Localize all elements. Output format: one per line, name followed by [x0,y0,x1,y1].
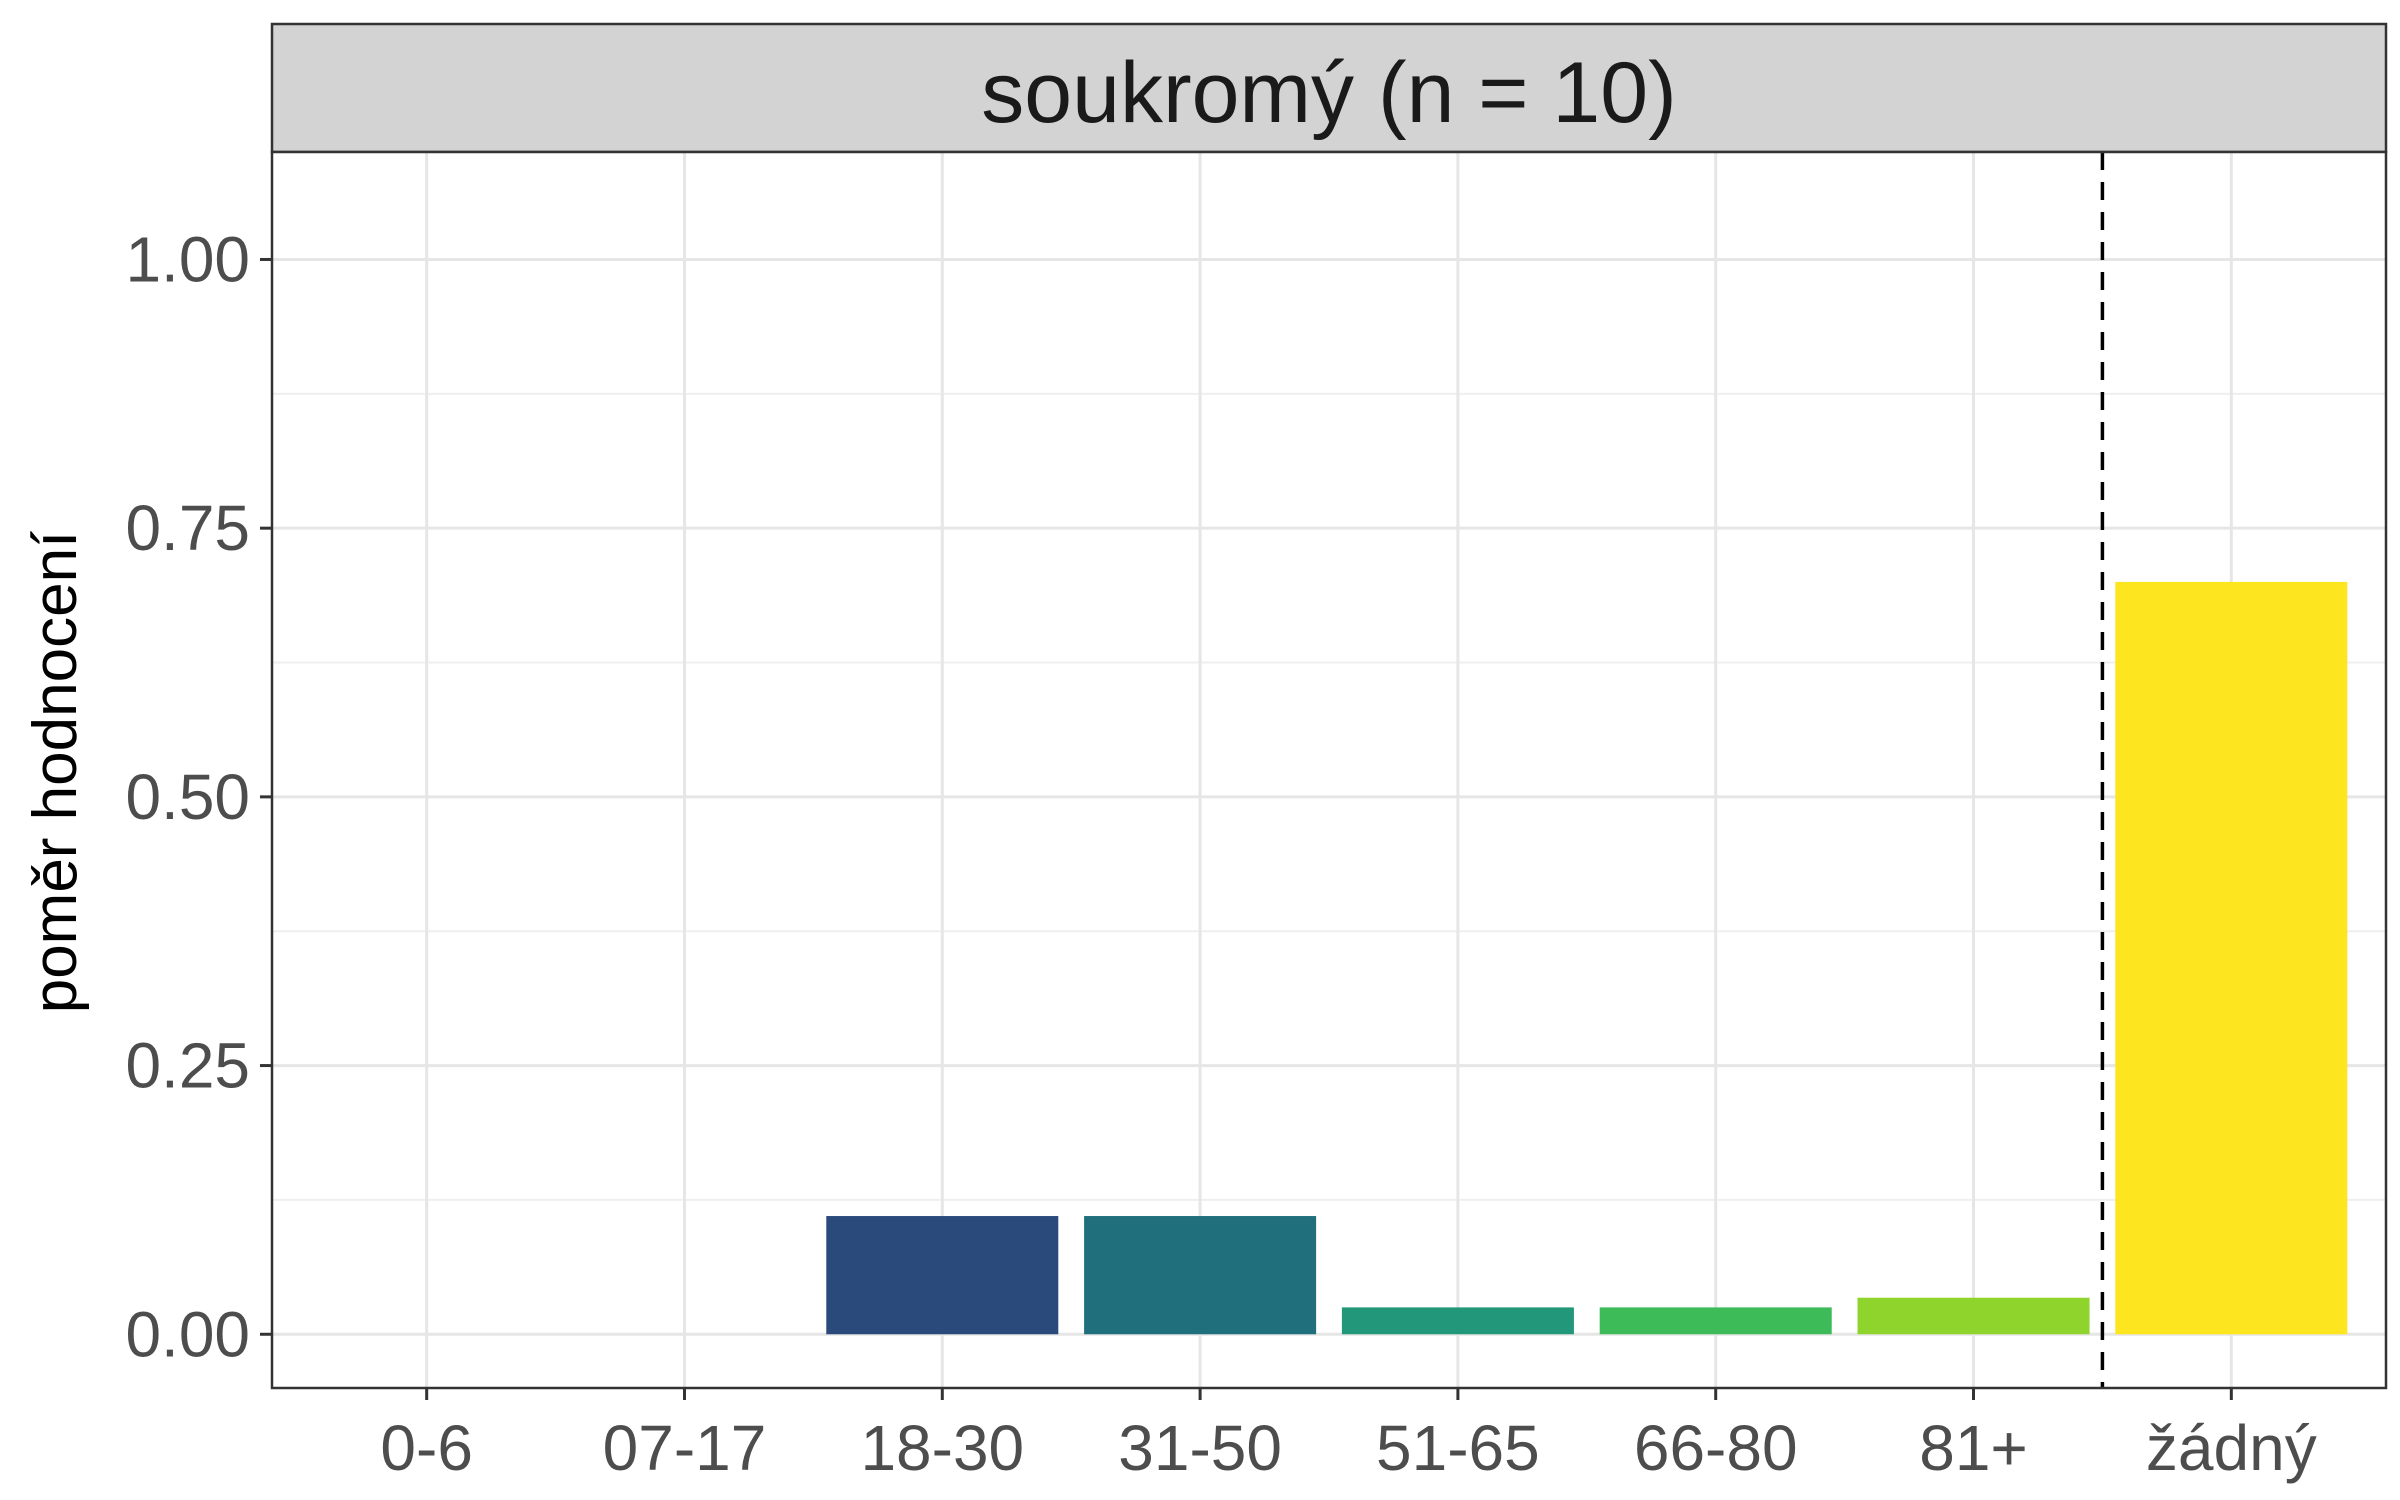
x-tick-label: 0-6 [380,1412,473,1484]
bar-18-30 [826,1216,1059,1335]
y-tick-label: 0.00 [125,1298,250,1370]
bars [826,581,2348,1335]
x-tick-label: 31-50 [1118,1412,1282,1484]
y-tick-label: 0.25 [125,1030,250,1102]
y-axis-label: poměr hodnocení [21,531,90,1014]
x-tick-label: 51-65 [1376,1412,1540,1484]
grid-lines [272,152,2386,1388]
x-tick-label: 07-17 [603,1412,767,1484]
plot-panel [272,152,2386,1388]
x-tick-label: 18-30 [860,1412,1024,1484]
x-tick-label: žádný [2146,1412,2317,1484]
bar-31-50 [1084,1216,1317,1335]
bar-81+ [1857,1297,2090,1335]
bar-51-65 [1341,1307,1574,1335]
y-tick-label: 0.75 [125,492,250,564]
y-tick-label: 1.00 [125,223,250,295]
x-tick-label: 81+ [1919,1412,2028,1484]
x-axis: 0-6 07-17 18-30 31-50 51-65 66-80 81+ žádný [380,1388,2317,1484]
y-tick-label: 0.50 [125,761,250,833]
y-axis: 0.00 0.25 0.50 0.75 1.00 [125,223,272,1370]
facet-strip [270,22,2388,154]
plot-panel-border [270,150,2388,1390]
bar-66-80 [1599,1307,1832,1335]
facet-label: soukromý (n = 10) [981,45,1676,141]
bar-žádný [2115,581,2348,1335]
x-tick-label: 66-80 [1634,1412,1798,1484]
